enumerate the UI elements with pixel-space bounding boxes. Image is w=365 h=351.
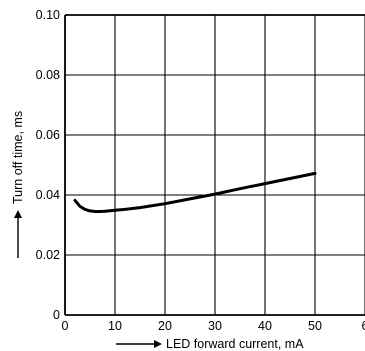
- x-tick-label-6: 6: [362, 319, 365, 333]
- x-tick-label-2: 20: [158, 319, 172, 333]
- y-tick-labels: 0 0.02 0.04 0.06 0.08 0.10: [36, 8, 60, 322]
- x-tick-label-0: 0: [62, 319, 69, 333]
- y-axis-arrow-head: [14, 210, 22, 218]
- x-tick-label-5: 50: [308, 319, 322, 333]
- series-layer: [73, 171, 317, 213]
- x-axis-title: LED forward current, mA: [166, 337, 304, 351]
- y-tick-label-0: 0: [53, 308, 60, 322]
- x-tick-label-3: 30: [208, 319, 222, 333]
- y-axis-title-group: Turn off time, ms: [11, 111, 25, 258]
- x-tick-label-4: 40: [258, 319, 272, 333]
- x-tick-labels: 0 10 20 30 40 50 6: [62, 319, 365, 333]
- x-axis-title-group: LED forward current, mA: [116, 337, 304, 351]
- y-tick-label-1: 0.02: [36, 248, 60, 262]
- y-tick-label-3: 0.06: [36, 128, 60, 142]
- plot-frame: [64, 14, 365, 316]
- series-line-0: [73, 171, 317, 213]
- y-tick-label-4: 0.08: [36, 68, 60, 82]
- y-axis-title: Turn off time, ms: [11, 111, 25, 204]
- y-tick-label-5: 0.10: [36, 8, 60, 22]
- y-tick-label-2: 0.04: [36, 188, 60, 202]
- x-axis-arrow-head: [154, 340, 162, 348]
- x-tick-label-1: 10: [108, 319, 122, 333]
